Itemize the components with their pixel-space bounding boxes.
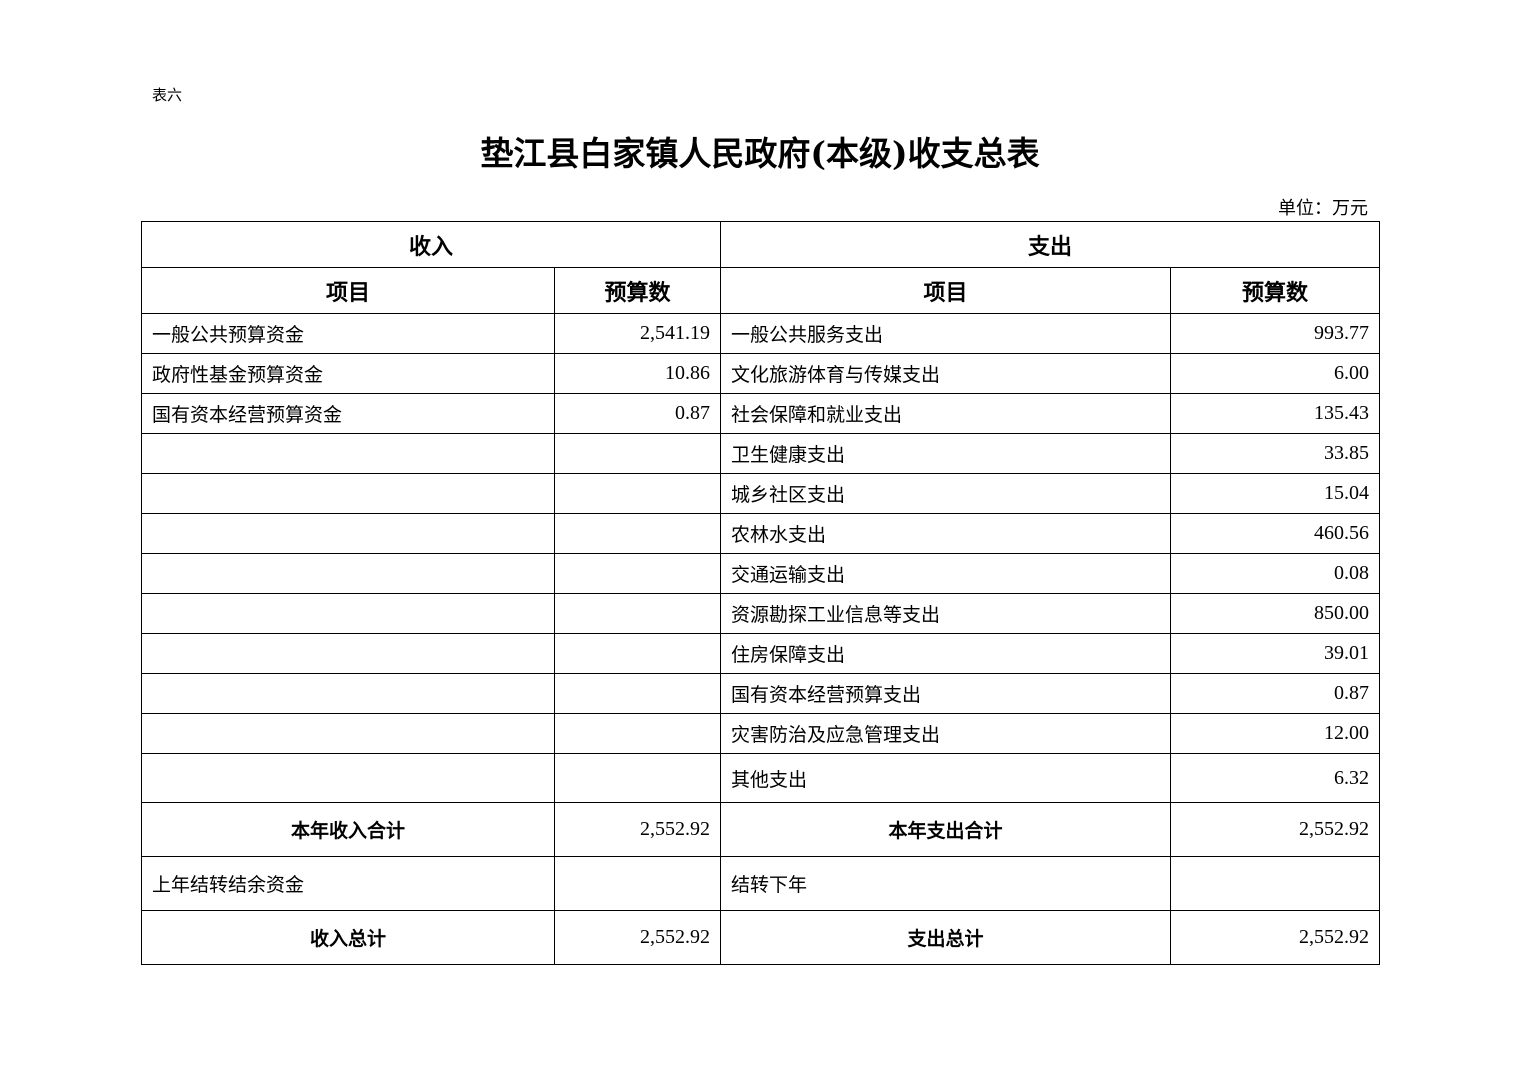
- income-value: 2,541.19: [553, 313, 722, 354]
- expense-value: 39.01: [1170, 633, 1381, 674]
- expense-budget-header: 预算数: [1170, 267, 1381, 314]
- income-value: [553, 473, 722, 514]
- expense-item: 国有资本经营预算支出: [720, 673, 1172, 714]
- expense-item: 城乡社区支出: [720, 473, 1172, 514]
- expense-header: 支出: [720, 221, 1381, 268]
- income-value: [553, 713, 722, 754]
- expense-value: 12.00: [1170, 713, 1381, 754]
- expense-value: 460.56: [1170, 513, 1381, 554]
- income-value: [553, 753, 722, 803]
- income-header: 收入: [140, 221, 722, 268]
- income-value: 0.87: [553, 393, 722, 434]
- table-row: 资源勘探工业信息等支出 850.00: [141, 593, 1381, 634]
- grand-total-row: 收入总计 2,552.92 支出总计 2,552.92: [141, 910, 1381, 965]
- income-label: 上年结转结余资金: [141, 856, 555, 911]
- expense-value: 850.00: [1170, 593, 1381, 634]
- expense-value: 135.43: [1170, 393, 1381, 434]
- income-item: [141, 433, 555, 474]
- expense-value: [1170, 856, 1381, 911]
- table-row: 卫生健康支出 33.85: [141, 433, 1381, 474]
- table-row: 交通运输支出 0.08: [141, 553, 1381, 594]
- income-value: [553, 633, 722, 674]
- expense-value: 15.04: [1170, 473, 1381, 514]
- income-item: 政府性基金预算资金: [141, 353, 555, 394]
- table-row: 城乡社区支出 15.04: [141, 473, 1381, 514]
- income-value: 10.86: [553, 353, 722, 394]
- expense-value: 0.87: [1170, 673, 1381, 714]
- expense-value: 2,552.92: [1170, 802, 1381, 857]
- income-item: 一般公共预算资金: [141, 313, 555, 354]
- income-item: [141, 713, 555, 754]
- expense-label: 结转下年: [720, 856, 1172, 911]
- table-row: 住房保障支出 39.01: [141, 633, 1381, 674]
- table-row: 其他支出 6.32: [141, 753, 1381, 803]
- income-value: [553, 593, 722, 634]
- expense-value: 0.08: [1170, 553, 1381, 594]
- income-value: [553, 553, 722, 594]
- income-item: [141, 553, 555, 594]
- income-value: [553, 856, 722, 911]
- expense-value: 2,552.92: [1170, 910, 1381, 965]
- expense-item: 交通运输支出: [720, 553, 1172, 594]
- income-item: 国有资本经营预算资金: [141, 393, 555, 434]
- income-item: [141, 753, 555, 803]
- expense-label: 本年支出合计: [720, 802, 1172, 857]
- table-row: 灾害防治及应急管理支出 12.00: [141, 713, 1381, 754]
- column-header-row: 项目 预算数 项目 预算数: [141, 267, 1381, 314]
- expense-item: 其他支出: [720, 753, 1172, 803]
- expense-item: 农林水支出: [720, 513, 1172, 554]
- page-title: 垫江县白家镇人民政府(本级)收支总表: [480, 134, 1040, 173]
- expense-value: 6.32: [1170, 753, 1381, 803]
- unit-label: 单位：万元: [1278, 198, 1368, 219]
- expense-item: 卫生健康支出: [720, 433, 1172, 474]
- income-value: [553, 673, 722, 714]
- income-item: [141, 673, 555, 714]
- expense-value: 33.85: [1170, 433, 1381, 474]
- section-header-row: 收入 支出: [140, 221, 1381, 268]
- income-item: [141, 593, 555, 634]
- expense-item: 资源勘探工业信息等支出: [720, 593, 1172, 634]
- income-item: [141, 473, 555, 514]
- expense-label: 支出总计: [720, 910, 1172, 965]
- table-row: 政府性基金预算资金 10.86 文化旅游体育与传媒支出 6.00: [141, 353, 1381, 394]
- income-label: 本年收入合计: [141, 802, 555, 857]
- expense-item-header: 项目: [720, 267, 1172, 314]
- budget-table: 收入 支出 项目 预算数 项目 预算数 一般公共预算资金 2,541.19 一般公共…: [140, 221, 1381, 965]
- income-value: 2,552.92: [553, 802, 722, 857]
- income-budget-header: 预算数: [553, 267, 722, 314]
- income-value: [553, 513, 722, 554]
- year-total-row: 本年收入合计 2,552.92 本年支出合计 2,552.92: [141, 802, 1381, 857]
- table-row: 一般公共预算资金 2,541.19 一般公共服务支出 993.77: [141, 313, 1381, 354]
- table-row: 国有资本经营预算资金 0.87 社会保障和就业支出 135.43: [141, 393, 1381, 434]
- expense-item: 灾害防治及应急管理支出: [720, 713, 1172, 754]
- income-item-header: 项目: [141, 267, 555, 314]
- income-value: 2,552.92: [553, 910, 722, 965]
- expense-value: 993.77: [1170, 313, 1381, 354]
- income-item: [141, 633, 555, 674]
- table-row: 农林水支出 460.56: [141, 513, 1381, 554]
- table-number-label: 表六: [152, 86, 183, 104]
- expense-item: 文化旅游体育与传媒支出: [720, 353, 1172, 394]
- expense-item: 住房保障支出: [720, 633, 1172, 674]
- expense-item: 社会保障和就业支出: [720, 393, 1172, 434]
- table-row: 国有资本经营预算支出 0.87: [141, 673, 1381, 714]
- expense-value: 6.00: [1170, 353, 1381, 394]
- income-label: 收入总计: [141, 910, 555, 965]
- income-value: [553, 433, 722, 474]
- expense-item: 一般公共服务支出: [720, 313, 1172, 354]
- carry-over-row: 上年结转结余资金 结转下年: [141, 856, 1381, 911]
- income-item: [141, 513, 555, 554]
